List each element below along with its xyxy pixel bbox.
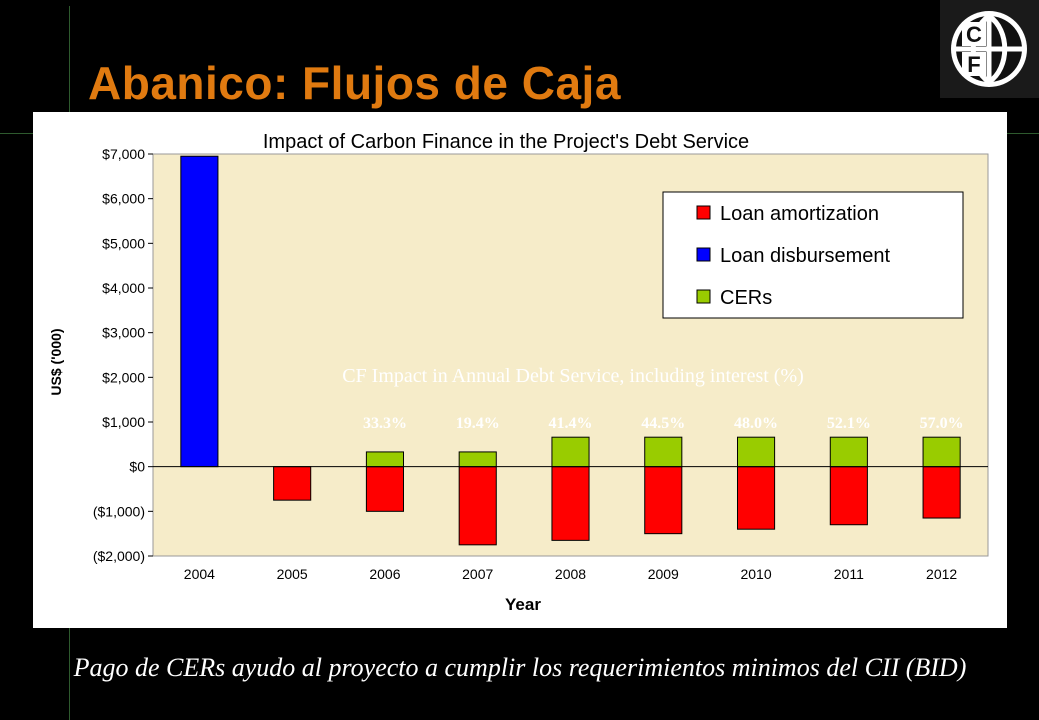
bar-cers-2012 — [922, 436, 961, 468]
decorative-line-horizontal-right — [1007, 133, 1039, 134]
logo-letter-c: C — [966, 22, 982, 47]
decorative-line-left — [69, 6, 70, 112]
bar-cers-2009 — [644, 436, 683, 468]
bar-loan-amortization-2007 — [458, 466, 497, 546]
bar-loan-amortization-2009 — [644, 466, 683, 535]
bar-loan-disbursement-2004 — [180, 155, 219, 468]
x-tick-label: 2011 — [834, 566, 864, 582]
logo-letter-f: F — [967, 52, 980, 77]
legend-box — [662, 191, 964, 319]
x-tick-label: 2010 — [740, 566, 771, 582]
slide-caption: Pago de CERs ayudo al proyecto a cumplir… — [73, 653, 967, 682]
legend-label-cers: CERs — [720, 287, 772, 309]
y-tick-label: $3,000 — [102, 325, 145, 341]
x-tick-label: 2004 — [184, 566, 215, 582]
legend: Loan amortization Loan disbursement CERs — [662, 191, 964, 319]
chart-title: Impact of Carbon Finance in the Project'… — [263, 131, 749, 153]
bar-loan-amortization-2006 — [365, 466, 404, 512]
bar-cers-2010 — [737, 436, 776, 468]
legend-swatch-loan-amortization — [696, 205, 711, 220]
x-tick-label: 2007 — [462, 566, 493, 582]
y-tick-label: $2,000 — [102, 369, 145, 385]
legend-swatch-cers — [696, 289, 711, 304]
y-tick-label: ($2,000) — [93, 548, 145, 564]
annotation-value: 52.1% — [827, 415, 871, 432]
bar-chart: $7,000 $6,000 $5,000 $4,000 $3,000 $2,000 $1,0… — [48, 131, 989, 614]
globe-logo-icon: C F — [951, 11, 1027, 87]
y-axis-title: US$ ('000) — [48, 328, 64, 395]
x-tick-label: 2005 — [277, 566, 308, 582]
legend-swatch-loan-disbursement — [696, 247, 711, 262]
y-tick-label: $0 — [129, 459, 145, 475]
legend-label-loan-amortization: Loan amortization — [720, 203, 879, 225]
cf-logo: C F — [940, 0, 1039, 98]
y-tick-label: $4,000 — [102, 280, 145, 296]
bar-loan-amortization-2011 — [829, 466, 868, 526]
annotation-value: 44.5% — [641, 415, 685, 432]
y-tick-label: $5,000 — [102, 235, 145, 251]
bars — [153, 155, 988, 546]
x-tick-label: 2008 — [555, 566, 586, 582]
annotation-value: 41.4% — [549, 415, 593, 432]
annotation-value: 19.4% — [456, 415, 500, 432]
decorative-line-left-lower — [69, 628, 70, 720]
legend-label-loan-disbursement: Loan disbursement — [720, 245, 891, 267]
bar-cers-2011 — [829, 436, 868, 468]
y-axis: $7,000 $6,000 $5,000 $4,000 $3,000 $2,000 $1,0… — [93, 146, 153, 564]
annotation-value: 57.0% — [920, 415, 964, 432]
y-tick-label: $6,000 — [102, 191, 145, 207]
bar-loan-amortization-2012 — [922, 466, 961, 519]
bar-loan-amortization-2005 — [273, 466, 312, 501]
bar-cers-2008 — [551, 436, 590, 468]
bar-cers-2007 — [458, 451, 497, 468]
annotation-value: 33.3% — [363, 415, 407, 432]
x-tick-label: 2009 — [648, 566, 679, 582]
x-tick-label: 2012 — [926, 566, 957, 582]
annotation: CF Impact in Annual Debt Service, includ… — [342, 365, 963, 432]
slide-title: Abanico: Flujos de Caja — [88, 57, 621, 109]
annotation-label: CF Impact in Annual Debt Service, includ… — [342, 365, 804, 387]
chart-panel: $7,000 $6,000 $5,000 $4,000 $3,000 $2,000 $1,0… — [33, 112, 1007, 628]
y-tick-label: $1,000 — [102, 414, 145, 430]
bar-cers-2006 — [365, 451, 404, 468]
annotation-value: 48.0% — [734, 415, 778, 432]
x-axis: 2004 2005 2006 2007 2008 2009 2010 2011 2012 — [184, 566, 958, 582]
y-tick-label: $7,000 — [102, 146, 145, 162]
y-tick-label: ($1,000) — [93, 503, 145, 519]
bar-loan-amortization-2010 — [737, 466, 776, 530]
decorative-line-horizontal-left — [0, 133, 33, 134]
x-tick-label: 2006 — [369, 566, 400, 582]
bar-loan-amortization-2008 — [551, 466, 590, 541]
x-axis-title: Year — [505, 595, 541, 614]
